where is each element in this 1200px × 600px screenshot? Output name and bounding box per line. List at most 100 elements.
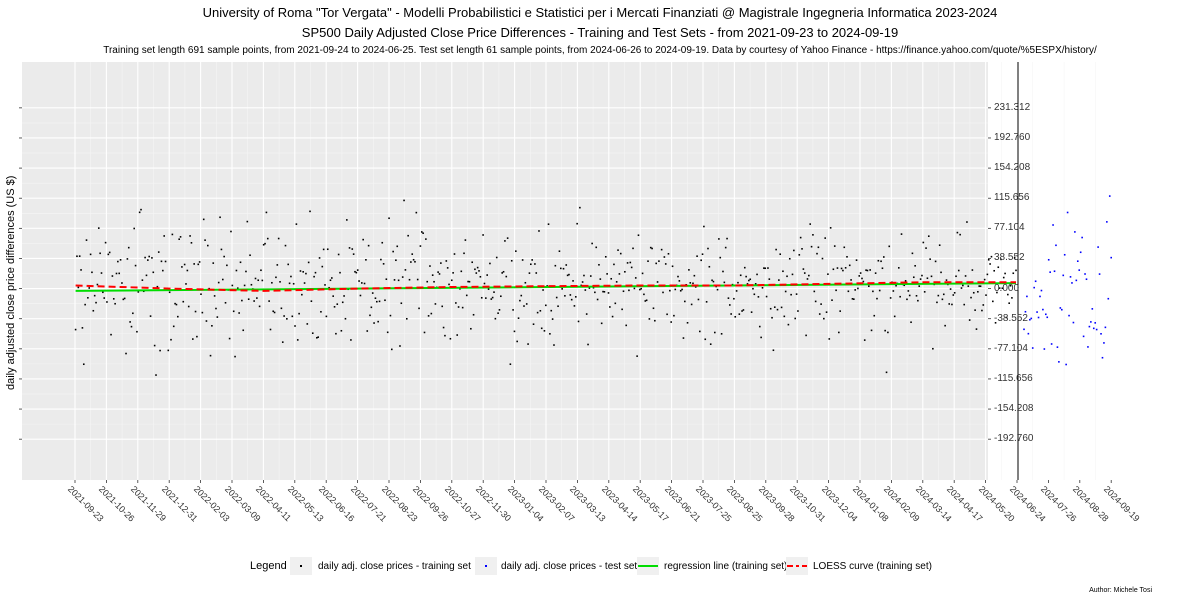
train-point bbox=[178, 238, 180, 241]
train-point bbox=[102, 291, 104, 294]
train-point bbox=[573, 305, 576, 307]
train-point bbox=[449, 337, 452, 340]
train-point bbox=[787, 323, 790, 326]
train-point bbox=[996, 291, 998, 294]
train-point bbox=[339, 271, 341, 274]
train-point bbox=[703, 225, 705, 228]
train-point bbox=[561, 288, 563, 290]
train-point bbox=[634, 277, 637, 279]
train-point bbox=[392, 250, 394, 253]
train-point bbox=[465, 294, 468, 297]
train-point bbox=[171, 233, 174, 236]
train-point bbox=[855, 259, 858, 261]
train-point bbox=[893, 315, 896, 318]
train-point bbox=[371, 292, 374, 294]
train-point bbox=[982, 304, 985, 306]
train-point bbox=[521, 259, 524, 261]
train-point bbox=[231, 284, 234, 287]
test-point bbox=[1066, 211, 1069, 214]
train-point bbox=[493, 291, 495, 293]
train-point bbox=[519, 299, 521, 302]
train-point bbox=[362, 238, 364, 241]
test-point bbox=[1103, 342, 1105, 344]
train-point bbox=[329, 279, 332, 282]
train-point bbox=[858, 275, 861, 277]
train-point bbox=[919, 278, 922, 280]
train-point bbox=[877, 259, 880, 262]
train-point bbox=[243, 284, 246, 287]
y-tick-label: 0.000 bbox=[994, 282, 1020, 294]
train-point bbox=[123, 297, 126, 300]
train-point bbox=[583, 274, 585, 277]
train-point bbox=[955, 275, 957, 278]
train-point bbox=[808, 274, 810, 277]
train-point bbox=[151, 257, 153, 259]
train-point bbox=[828, 338, 831, 340]
test-point bbox=[1033, 286, 1035, 289]
train-point bbox=[525, 303, 528, 305]
legend-label-loess: LOESS curve (training set) bbox=[813, 561, 932, 572]
train-point bbox=[111, 275, 114, 277]
train-point bbox=[748, 279, 750, 282]
train-point bbox=[455, 302, 457, 304]
legend-key-train bbox=[290, 557, 312, 575]
train-point bbox=[881, 267, 884, 270]
train-point bbox=[204, 239, 206, 241]
test-point bbox=[1091, 308, 1094, 310]
test-point bbox=[1087, 346, 1089, 348]
train-point bbox=[505, 275, 508, 278]
train-point bbox=[174, 302, 176, 305]
loess-curve bbox=[75, 281, 1016, 292]
train-point bbox=[767, 267, 769, 269]
test-point bbox=[1081, 236, 1083, 239]
train-point bbox=[972, 291, 975, 294]
train-point bbox=[384, 299, 386, 302]
train-point bbox=[688, 269, 690, 271]
legend-label-test: daily adj. close prices - test set bbox=[501, 561, 638, 572]
test-point bbox=[1029, 318, 1031, 321]
train-point bbox=[356, 269, 359, 271]
train-point bbox=[738, 313, 741, 315]
train-point bbox=[125, 352, 127, 355]
train-point bbox=[559, 267, 562, 270]
train-point bbox=[414, 260, 416, 263]
train-point bbox=[829, 227, 832, 229]
train-point bbox=[326, 248, 329, 251]
train-point bbox=[500, 295, 502, 298]
train-point bbox=[727, 297, 730, 299]
train-point bbox=[836, 267, 839, 269]
train-point bbox=[555, 296, 558, 299]
train-point bbox=[693, 274, 696, 277]
train-point bbox=[187, 305, 190, 308]
train-point bbox=[266, 237, 269, 240]
train-point bbox=[940, 271, 942, 274]
train-point bbox=[669, 289, 671, 292]
train-point bbox=[407, 234, 409, 237]
train-point bbox=[663, 256, 666, 258]
legend-key-test bbox=[475, 557, 497, 575]
train-point bbox=[626, 262, 629, 264]
test-point bbox=[1106, 221, 1108, 223]
train-point bbox=[476, 266, 479, 269]
train-point bbox=[949, 288, 952, 290]
train-point bbox=[130, 325, 133, 328]
train-point bbox=[707, 247, 709, 250]
train-point bbox=[468, 280, 471, 283]
train-point bbox=[1012, 272, 1015, 275]
train-point bbox=[670, 321, 672, 323]
train-point bbox=[629, 261, 632, 264]
train-point bbox=[925, 247, 927, 249]
train-point bbox=[491, 296, 494, 299]
train-point bbox=[408, 278, 411, 281]
train-point bbox=[381, 241, 384, 244]
train-point bbox=[463, 252, 465, 255]
train-point bbox=[471, 261, 474, 264]
train-point bbox=[632, 247, 634, 250]
train-point bbox=[110, 333, 112, 336]
train-point bbox=[711, 279, 713, 282]
train-point bbox=[553, 344, 555, 346]
train-point bbox=[343, 295, 345, 297]
train-point bbox=[506, 237, 509, 239]
train-point bbox=[937, 294, 940, 297]
train-point bbox=[344, 317, 347, 320]
